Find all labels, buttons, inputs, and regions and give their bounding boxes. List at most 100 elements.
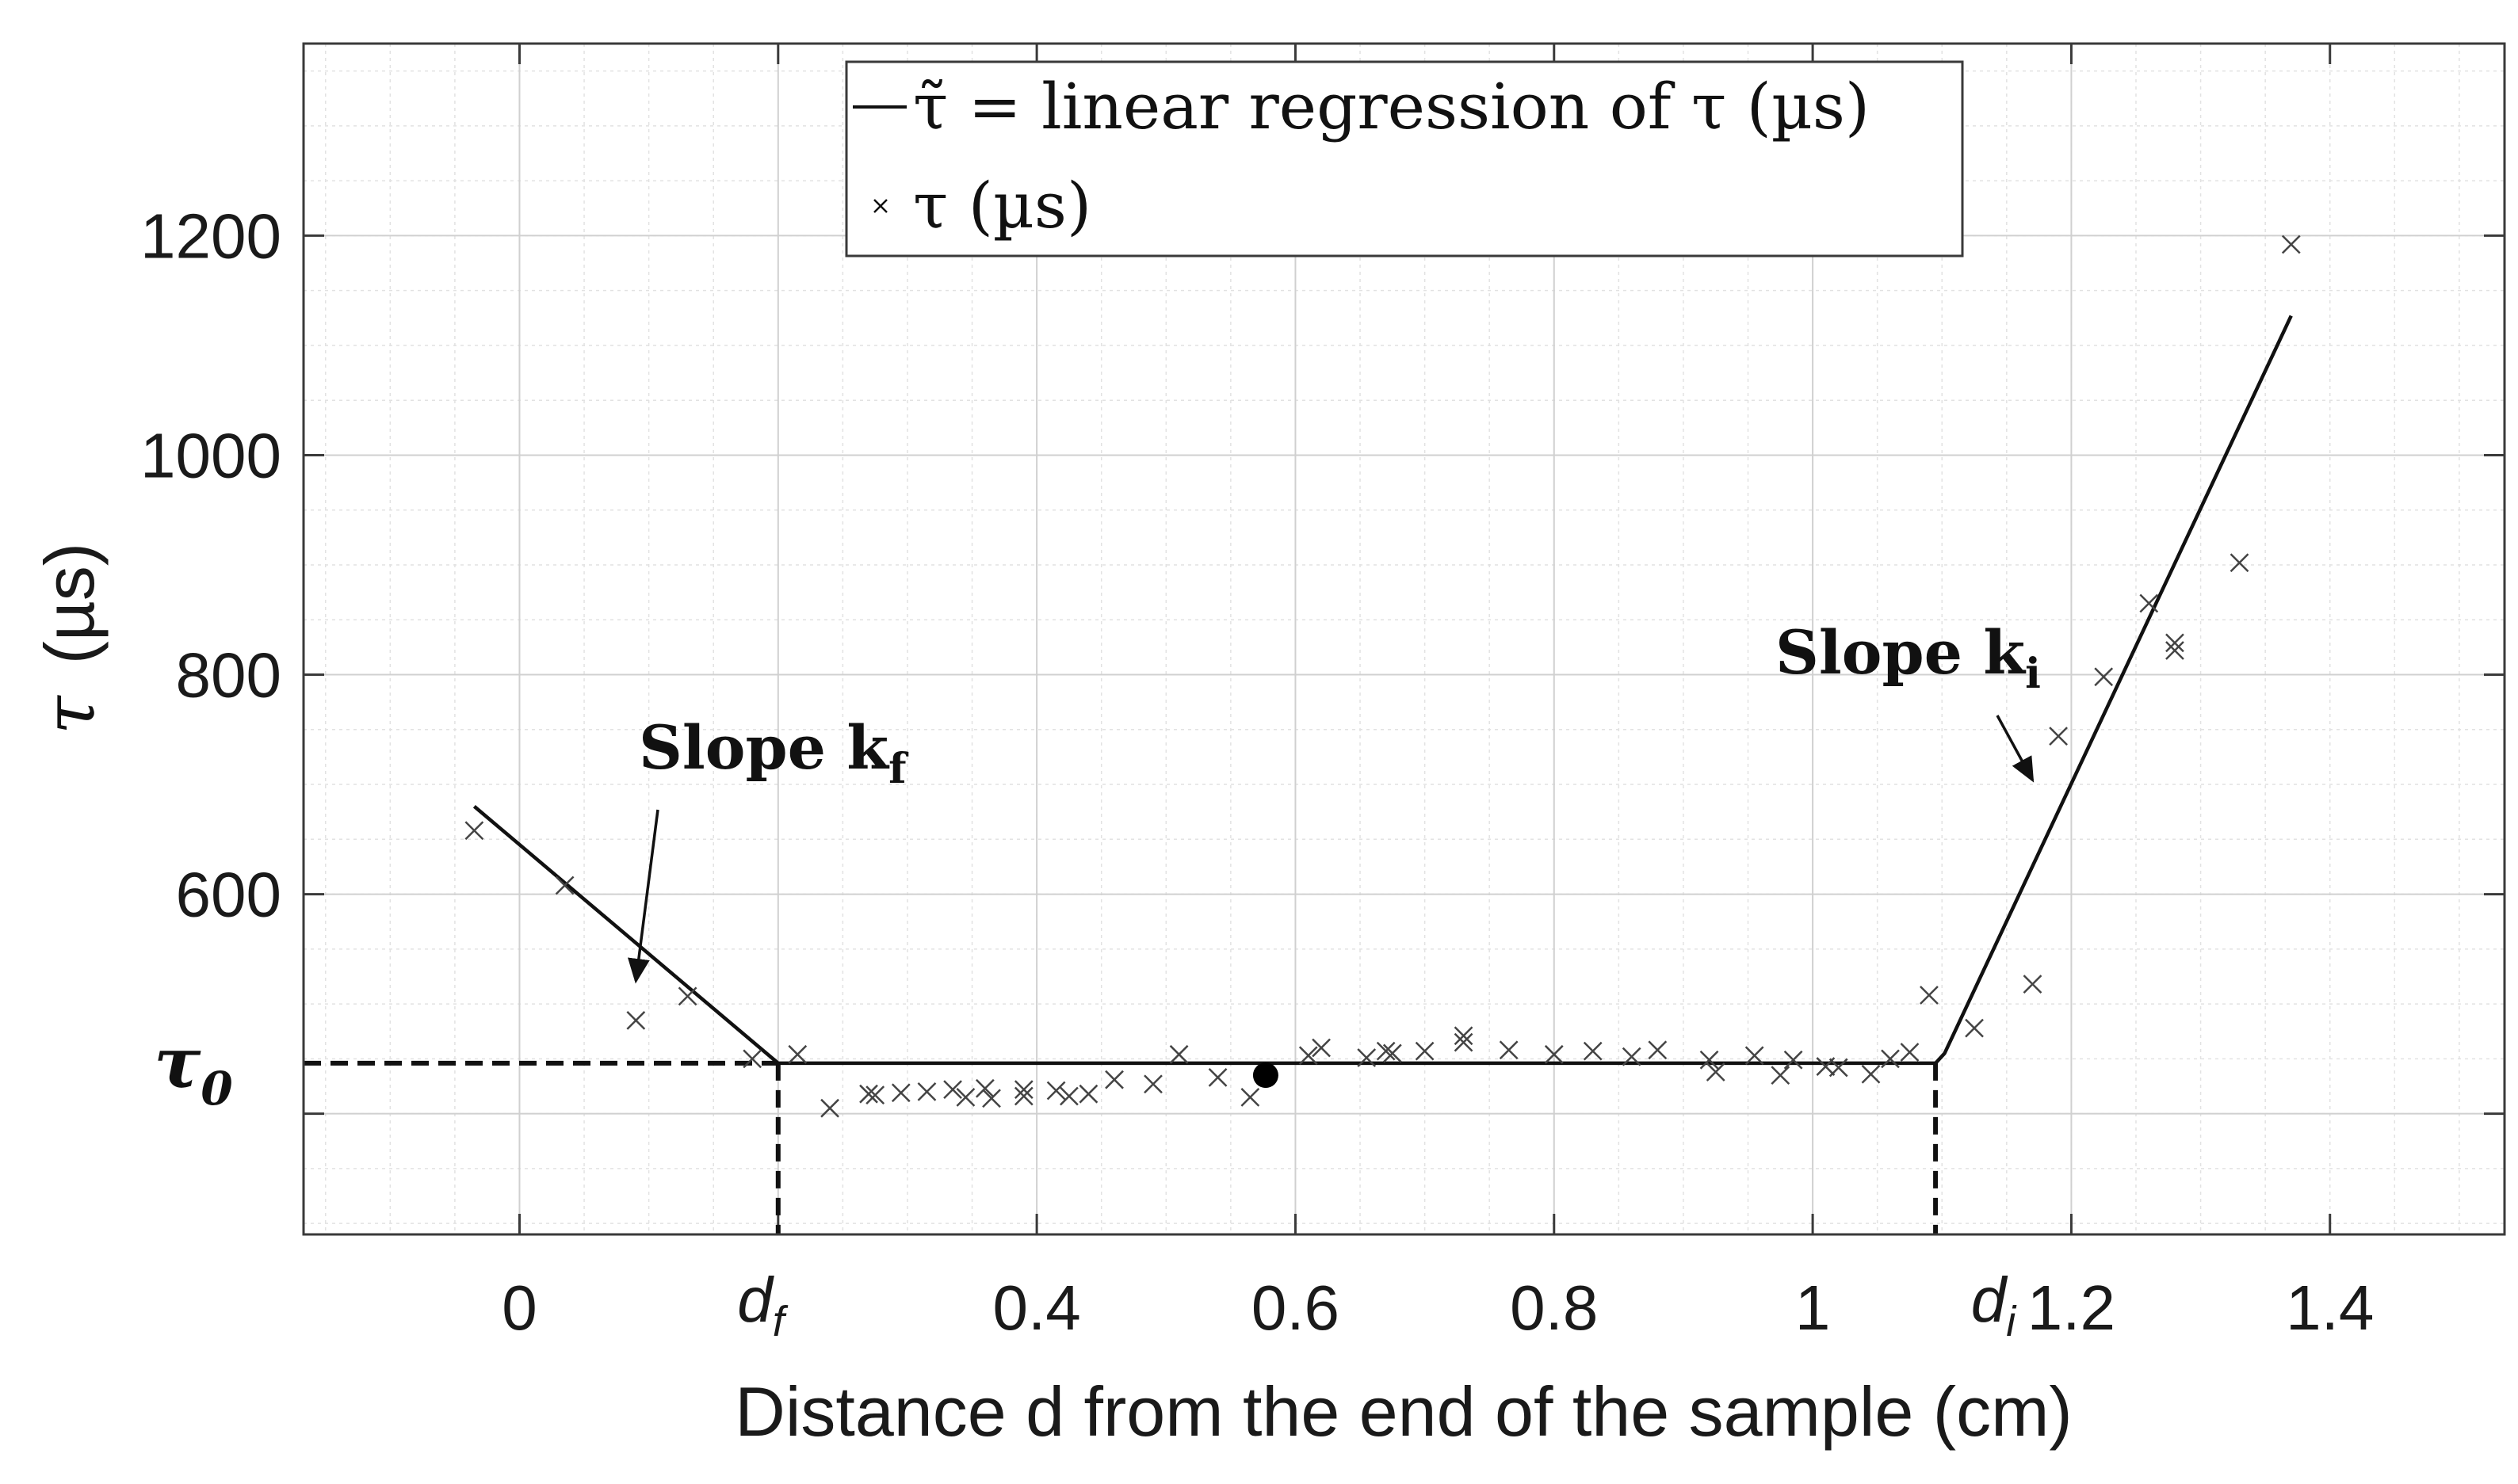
slope-annotations	[627, 715, 2035, 984]
df-label-sub: f	[773, 1298, 789, 1345]
y-tick-label: 1000	[140, 420, 281, 490]
y-tick-label: 1200	[140, 200, 281, 271]
scatter-point	[1583, 1041, 1603, 1061]
scatter-point	[865, 1085, 885, 1104]
scatter-point	[1298, 1046, 1318, 1066]
scatter-point-stroke	[1771, 1066, 1790, 1085]
scatter-point-stroke	[555, 876, 575, 895]
scatter-point	[1454, 1032, 1473, 1052]
scatter-point-stroke	[2023, 975, 2042, 994]
scatter-point-stroke	[1014, 1080, 1034, 1100]
scatter-point-stroke	[1920, 986, 1939, 1005]
scatter-point	[1920, 986, 1939, 1005]
scatter-point-stroke	[1060, 1086, 1079, 1106]
svg-text:τ (µs): τ (µs)	[29, 543, 110, 734]
scatter-point	[626, 1010, 646, 1030]
scatter-point	[1622, 1047, 1641, 1066]
scatter-point-stroke	[1382, 1043, 1402, 1063]
scatter-point	[1881, 1049, 1900, 1069]
scatter-point	[859, 1084, 878, 1104]
scatter-point	[1861, 1064, 1881, 1084]
scatter-point	[1105, 1070, 1124, 1089]
slope-kf-label: Slope kf	[639, 712, 909, 793]
scatter-point	[1144, 1074, 1163, 1094]
scatter-point	[2023, 975, 2042, 994]
scatter-point-stroke	[2165, 633, 2184, 653]
major-grid	[304, 44, 2505, 1234]
scatter-point	[1357, 1048, 1377, 1067]
tau0-label-main: τ	[154, 1021, 201, 1104]
scatter-point-stroke	[743, 1049, 762, 1069]
x-tick-label: 1.4	[2286, 1272, 2374, 1343]
slope-ki-arrow	[1996, 715, 2035, 783]
scatter-point	[2230, 553, 2249, 573]
scatter-point-stroke	[1744, 1046, 1764, 1066]
scatter-point-stroke	[1014, 1086, 1034, 1106]
scatter-point-stroke	[1861, 1064, 1881, 1084]
scatter-point	[982, 1089, 1001, 1108]
slope-kf-sub: f	[888, 745, 909, 793]
regression-line	[472, 315, 2293, 1066]
scatter-point	[1169, 1044, 1189, 1064]
x-tick-label: 0.6	[1251, 1272, 1339, 1343]
scatter-point	[891, 1083, 911, 1103]
y-axis-title-symbol: τ	[29, 695, 110, 734]
scatter-point	[2165, 633, 2184, 653]
scatter-point-stroke	[1376, 1041, 1396, 1061]
scatter-point-stroke	[1699, 1050, 1719, 1070]
tau0-label: τ0	[154, 1021, 233, 1116]
scatter-point-stroke	[956, 1087, 976, 1107]
df-label-main: d	[737, 1265, 774, 1335]
scatter-point-stroke	[788, 1044, 808, 1064]
scatter-point	[917, 1082, 937, 1101]
slope-ki-sub: i	[2025, 650, 2041, 698]
scatter-point-stroke	[1169, 1044, 1189, 1064]
x-tick-label: 1.2	[2027, 1272, 2115, 1343]
scatter-point-stroke	[1965, 1018, 1984, 1038]
x-tick-label: 1	[1795, 1272, 1831, 1343]
scatter-point-stroke	[1208, 1068, 1228, 1087]
scatter-point-stroke	[1144, 1074, 1163, 1094]
scatter-point	[788, 1044, 808, 1064]
scatter-point	[1499, 1040, 1519, 1060]
scatter-point	[1771, 1066, 1790, 1085]
regression	[472, 315, 2293, 1066]
scatter-point	[464, 821, 484, 841]
legend: τ̃ = linear regression of τ (µs) τ (µs)	[845, 60, 1964, 258]
scatter-point	[1965, 1018, 1984, 1038]
scatter-point-stroke	[1583, 1041, 1603, 1061]
scatter-point	[1060, 1086, 1079, 1106]
scatter-point-stroke	[1454, 1026, 1473, 1046]
scatter-point-stroke	[859, 1084, 878, 1104]
scatter-point	[820, 1098, 839, 1118]
y-axis-title-unit: (µs)	[30, 543, 109, 664]
legend-entry-regression: τ̃ = linear regression of τ (µs)	[913, 70, 1870, 143]
di-label: di	[1971, 1265, 2018, 1345]
scatter-point	[1544, 1044, 1564, 1064]
x-tick-labels: 0 0.4 0.6 0.8 1 1.2 1.4	[502, 1272, 2374, 1343]
tau0-label-sub: 0	[201, 1062, 232, 1116]
scatter-point-stroke	[626, 1010, 646, 1030]
scatter-point-stroke	[943, 1080, 962, 1100]
scatter-point	[975, 1078, 995, 1098]
scatter-point-stroke	[1415, 1041, 1435, 1061]
y-axis-title: τ (µs)	[29, 543, 110, 734]
scatter-point	[1208, 1068, 1228, 1087]
highlight-point	[1252, 1062, 1278, 1089]
scatter-point-stroke	[1298, 1046, 1318, 1066]
scatter-point-stroke	[1046, 1081, 1066, 1101]
slope-kf-main: Slope k	[639, 712, 889, 783]
scatter-point	[1014, 1086, 1034, 1106]
scatter-point-stroke	[1105, 1070, 1124, 1089]
scatter-point-stroke	[1544, 1044, 1564, 1064]
scatter-point	[2049, 727, 2068, 746]
scatter-point	[1648, 1040, 1668, 1060]
scatter-point	[2281, 235, 2301, 254]
scatter-point-stroke	[678, 986, 697, 1006]
scatter-point-stroke	[1881, 1049, 1900, 1069]
scatter-point-stroke	[2049, 727, 2068, 746]
scatter-point-stroke	[1622, 1047, 1641, 1066]
scatter-point-stroke	[1648, 1040, 1668, 1060]
scatter-point-stroke	[464, 821, 484, 841]
